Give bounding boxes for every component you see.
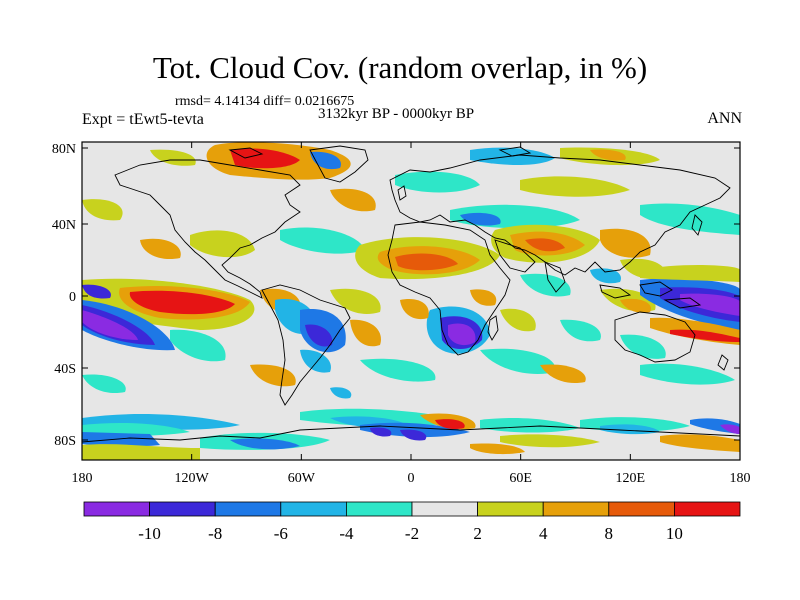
statistics-label: rmsd= 4.14134 diff= 0.0216675 xyxy=(175,94,355,109)
axis-ticks xyxy=(81,142,741,460)
colorbar-box xyxy=(345,501,413,517)
lon-tick-label: 0 xyxy=(408,471,415,486)
lat-tick-label: 80S xyxy=(54,434,76,449)
season-label: ANN xyxy=(707,110,742,127)
map-title: Tot. Cloud Cov. (random overlap, in %) xyxy=(152,50,648,85)
lat-tick-label: 40S xyxy=(54,362,76,377)
colorbar-box xyxy=(674,501,741,517)
colorbar-box xyxy=(280,501,347,517)
experiment-label: Expt = tEwt5-tevta xyxy=(82,111,204,128)
lat-tick-label: 0 xyxy=(69,290,76,305)
colorbar-label: 2 xyxy=(473,524,482,543)
colorbar-label: 4 xyxy=(539,524,548,543)
lat-tick-label: 40N xyxy=(52,218,76,233)
lon-tick-label: 180 xyxy=(730,471,751,486)
colorbar-box xyxy=(542,501,610,517)
lat-tick-label: 80N xyxy=(52,142,76,157)
lon-tick-label: 120W xyxy=(175,471,210,486)
colorbar-label: -10 xyxy=(138,524,161,543)
anomaly-field xyxy=(82,142,740,460)
colorbar-box xyxy=(214,501,282,517)
lon-tick-label: 120E xyxy=(616,471,646,486)
colorbar-label: 8 xyxy=(605,524,614,543)
colorbar-label: -8 xyxy=(208,524,222,543)
lon-tick-label: 60E xyxy=(509,471,532,486)
colorbar-box xyxy=(608,501,675,517)
colorbar-label: -4 xyxy=(339,524,354,543)
colorbar-label: -2 xyxy=(405,524,419,543)
colorbar-box xyxy=(149,501,216,517)
lon-tick-label: 180 xyxy=(72,471,93,486)
colorbar-label: 10 xyxy=(666,524,683,543)
coastlines xyxy=(82,145,740,443)
period-label: 3132kyr BP - 0000kyr BP xyxy=(318,106,475,122)
colorbar-box xyxy=(477,501,544,517)
colorbar-box xyxy=(83,501,150,517)
axis-tick-labels: 80N 40N 0 40S 80S 180 120W 60W 0 60E 120E 180 xyxy=(52,142,751,486)
colorbar-label: -6 xyxy=(274,524,288,543)
lon-tick-label: 60W xyxy=(288,471,316,486)
colorbar-box xyxy=(411,501,478,517)
